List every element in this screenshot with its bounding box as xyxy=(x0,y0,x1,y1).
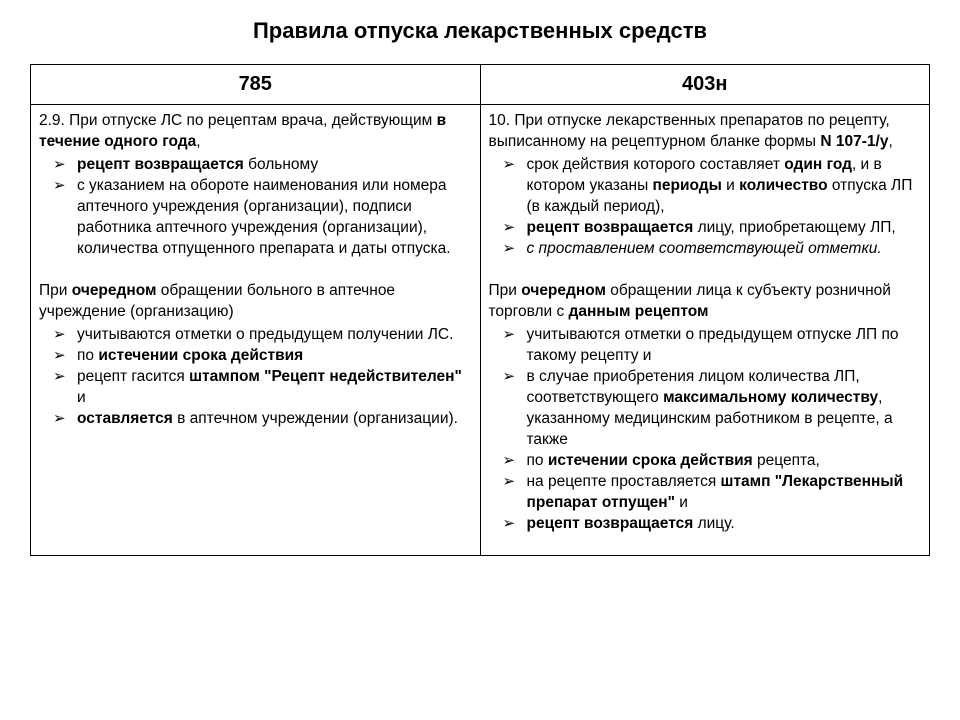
comparison-table: 785 403н 2.9. При отпуске ЛС по рецептам… xyxy=(30,64,930,556)
list-item: с проставлением соответствующей отметки. xyxy=(511,239,922,260)
list-item: с указанием на обороте наименования или … xyxy=(61,176,472,260)
page-title: Правила отпуска лекарственных средств xyxy=(30,18,930,44)
list-item: рецепт возвращается лицу, приобретающему… xyxy=(511,218,922,239)
cell-right: 10. При отпуске лекарственных препаратов… xyxy=(480,105,930,556)
list-item: оставляется в аптечном учреждении (орган… xyxy=(61,409,472,430)
bullet-list: учитываются отметки о предыдущем получен… xyxy=(39,325,472,430)
list-item: в случае приобретения лицом количества Л… xyxy=(511,367,922,451)
cell-left: 2.9. При отпуске ЛС по рецептам врача, д… xyxy=(31,105,481,556)
col-header-right: 403н xyxy=(480,65,930,105)
page: Правила отпуска лекарственных средств 78… xyxy=(0,0,960,566)
list-item: рецепт гасится штампом "Рецепт недействи… xyxy=(61,367,472,409)
list-item: учитываются отметки о предыдущем отпуске… xyxy=(511,325,922,367)
col-header-left: 785 xyxy=(31,65,481,105)
bullet-list: срок действия которого составляет один г… xyxy=(489,155,922,260)
list-item: срок действия которого составляет один г… xyxy=(511,155,922,218)
paragraph: 10. При отпуске лекарственных препаратов… xyxy=(489,111,922,153)
paragraph: 2.9. При отпуске ЛС по рецептам врача, д… xyxy=(39,111,472,153)
list-item: по истечении срока действия xyxy=(61,346,472,367)
list-item: на рецепте проставляется штамп "Лекарств… xyxy=(511,472,922,514)
paragraph: При очередном обращении лица к субъекту … xyxy=(489,281,922,323)
table-row: 2.9. При отпуске ЛС по рецептам врача, д… xyxy=(31,105,930,556)
bullet-list: рецепт возвращается больномус указанием … xyxy=(39,155,472,260)
list-item: учитываются отметки о предыдущем получен… xyxy=(61,325,472,346)
table-header-row: 785 403н xyxy=(31,65,930,105)
bullet-list: учитываются отметки о предыдущем отпуске… xyxy=(489,325,922,534)
list-item: рецепт возвращается лицу. xyxy=(511,514,922,535)
list-item: рецепт возвращается больному xyxy=(61,155,472,176)
paragraph: При очередном обращении больного в аптеч… xyxy=(39,281,472,323)
list-item: по истечении срока действия рецепта, xyxy=(511,451,922,472)
